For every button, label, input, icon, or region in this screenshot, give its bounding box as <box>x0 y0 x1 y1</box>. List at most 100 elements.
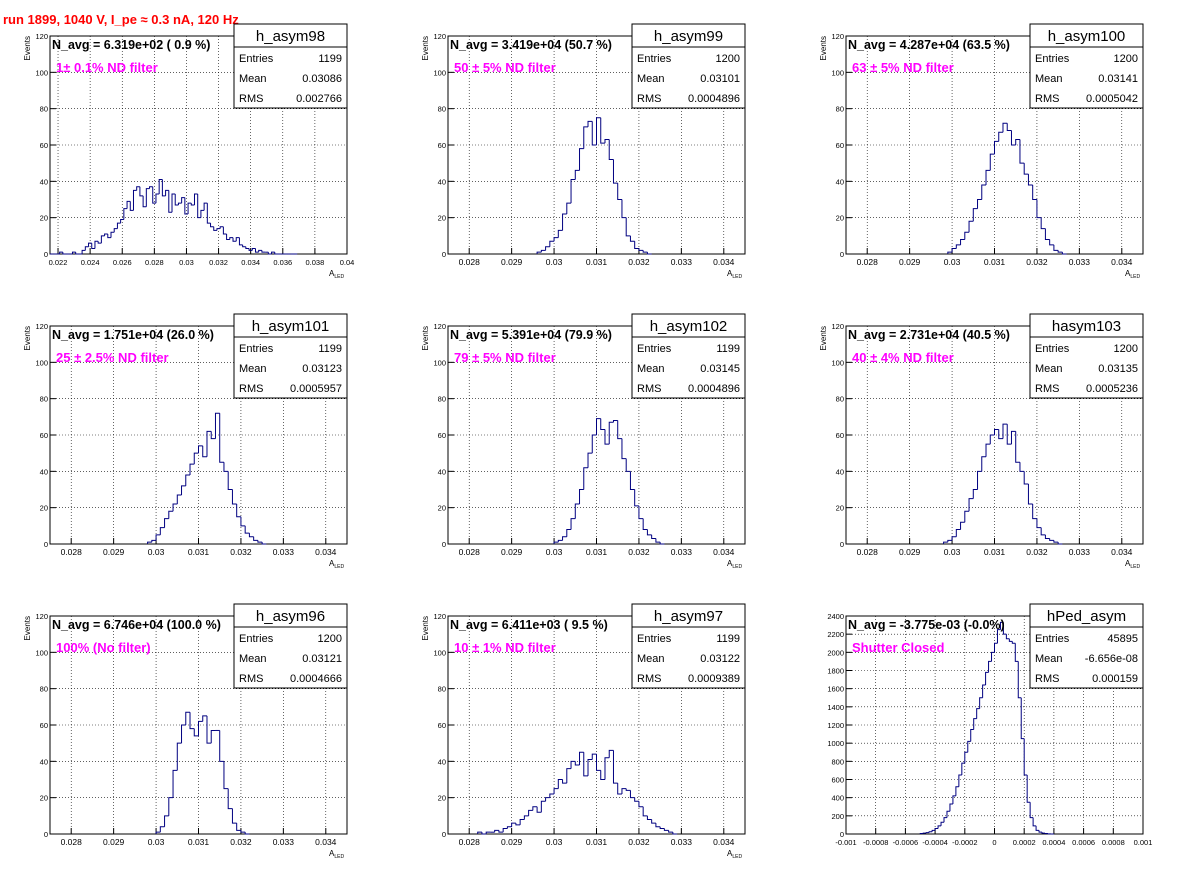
y-tick-label: 600 <box>831 776 844 785</box>
histogram-bin <box>254 248 259 253</box>
stats-rms-value: 0.0004896 <box>688 93 740 105</box>
histogram-bin <box>1010 130 1016 146</box>
histogram-bin <box>642 806 648 817</box>
x-axis-label-main: A <box>1125 269 1131 278</box>
histogram-bin <box>172 769 178 798</box>
stats-entries-value: 1200 <box>318 633 342 645</box>
histogram-bin <box>1023 471 1029 485</box>
histogram-bin <box>591 753 597 760</box>
stats-rms-label: RMS <box>1035 383 1059 395</box>
histogram-bin <box>668 830 673 833</box>
y-tick-label: 80 <box>40 685 48 694</box>
histogram-bin <box>1032 184 1037 200</box>
stats-rms-value: 0.002766 <box>296 93 342 105</box>
stats-entries-value: 1199 <box>716 343 740 355</box>
filter-annotation: 100% (No filter) <box>56 640 151 655</box>
y-axis-label: Events <box>421 616 430 640</box>
histogram-bin <box>557 539 563 543</box>
stats-mean-label: Mean <box>637 73 665 85</box>
histogram-bin <box>629 790 635 799</box>
histogram-bin <box>625 788 631 791</box>
histogram-bin <box>257 540 263 543</box>
n-avg-annotation: N_avg = 6.319e+02 ( 0.9 %) <box>52 38 210 52</box>
histogram-bin <box>185 711 191 725</box>
histogram-bin <box>1006 123 1012 131</box>
x-tick-label: 0.033 <box>1069 547 1091 557</box>
histogram-bin <box>1002 122 1008 133</box>
histogram-bin <box>600 770 605 780</box>
histogram-bin <box>553 237 559 242</box>
x-tick-label: -0.001 <box>835 838 856 847</box>
histogram-bin <box>642 518 648 530</box>
histogram-bin <box>1036 199 1042 219</box>
histogram-bin <box>222 226 227 235</box>
y-tick-label: 60 <box>40 141 48 150</box>
histogram-series <box>50 179 298 255</box>
histogram-bin <box>659 542 665 545</box>
stats-mean-label: Mean <box>637 653 665 665</box>
histogram-bin <box>123 208 128 220</box>
histogram-bin <box>216 228 221 231</box>
y-tick-label: 1400 <box>827 703 844 712</box>
histogram-bin <box>540 800 546 813</box>
histogram-bin <box>646 529 652 536</box>
x-tick-label: 0.028 <box>857 547 879 557</box>
histogram-bin <box>591 121 597 146</box>
x-tick-label: 0.03 <box>148 837 165 847</box>
histogram-bin <box>566 528 572 537</box>
histogram-bin <box>1019 462 1025 472</box>
histogram-bin <box>62 252 67 255</box>
stats-rms-value: 0.0009389 <box>688 673 740 685</box>
histogram-bin <box>1029 802 1034 819</box>
histogram-bin <box>621 199 627 219</box>
histogram-bin <box>549 240 555 247</box>
stats-box-title: h_asym96 <box>256 608 325 625</box>
histogram-bin <box>608 749 614 758</box>
histogram-bin <box>977 199 982 209</box>
histogram-bin <box>258 249 262 253</box>
x-tick-label: 0.03 <box>148 547 165 557</box>
histogram-bin <box>240 516 246 527</box>
histogram-bin <box>94 240 99 249</box>
histogram-bin <box>562 779 567 784</box>
histogram-bin <box>240 830 246 833</box>
histogram-bin <box>672 832 678 835</box>
y-tick-label: 120 <box>433 32 446 41</box>
x-tick-label: -0.0006 <box>893 838 918 847</box>
y-tick-label: 120 <box>433 612 446 621</box>
histogram-bin <box>1002 423 1008 439</box>
histogram-bin <box>1057 250 1063 253</box>
histogram-bin <box>219 226 224 229</box>
histogram-bin <box>229 237 234 240</box>
histogram-bin <box>164 518 169 528</box>
stats-box <box>1029 603 1144 689</box>
histogram-bin <box>523 815 529 820</box>
histogram-bin <box>1015 139 1020 145</box>
filter-annotation: Shutter Closed <box>852 640 945 655</box>
stats-entries-value: 1200 <box>1114 343 1138 355</box>
histogram-bin <box>960 521 965 530</box>
x-axis-label-sub: LED <box>334 274 344 280</box>
y-tick-label: 0 <box>840 540 844 549</box>
stats-box-title: h_asym98 <box>256 28 325 45</box>
x-tick-label: 0.04 <box>340 258 355 267</box>
stats-entries-label: Entries <box>1035 343 1070 355</box>
stats-mean-value: 0.03141 <box>1098 73 1138 85</box>
x-tick-label: 0.032 <box>1026 547 1048 557</box>
filter-annotation: 25 ± 2.5% ND filter <box>56 350 169 365</box>
x-axis-label-main: A <box>329 849 335 858</box>
histogram-bin <box>570 518 576 530</box>
histogram-bin <box>498 830 504 833</box>
histogram-bin <box>261 542 267 545</box>
histogram-bin <box>566 202 572 215</box>
histogram-bin <box>968 220 974 233</box>
histogram-bin <box>271 251 275 254</box>
histogram-bin <box>951 536 957 541</box>
histogram-bin <box>176 494 182 505</box>
histogram-bin <box>553 788 559 795</box>
histogram-bin <box>638 801 644 808</box>
x-tick-label: 0.034 <box>1111 257 1133 267</box>
histogram-bin <box>996 629 1001 644</box>
histogram-bin <box>139 186 144 197</box>
histogram-bin <box>187 202 192 215</box>
